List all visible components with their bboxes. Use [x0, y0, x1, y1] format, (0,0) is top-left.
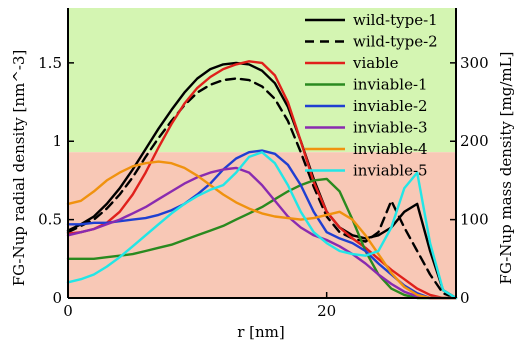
y2-tick-label: 200 — [460, 132, 489, 150]
x-tick-label: 20 — [317, 302, 336, 320]
y-tick-label: 1 — [52, 132, 62, 150]
legend-label-wild-type-1: wild-type-1 — [353, 11, 438, 29]
series-lines — [66, 60, 458, 300]
legend-label-inviable-3: inviable-3 — [353, 119, 428, 137]
series-line-wild-type-2 — [66, 77, 458, 300]
series-line-viable — [66, 60, 458, 300]
x-axis-title: r [nm] — [237, 323, 285, 341]
legend-label-inviable-2: inviable-2 — [353, 97, 428, 115]
legend-label-inviable-1: inviable-1 — [353, 76, 428, 94]
y2-tick-label: 0 — [460, 289, 470, 307]
legend-label-inviable-4: inviable-4 — [353, 140, 428, 158]
series-line-inviable-5 — [66, 150, 458, 300]
series-line-inviable-4 — [66, 160, 458, 300]
y2-tick-label: 100 — [460, 211, 489, 229]
y2-axis-title: FG-Nup mass density [mg/mL] — [497, 52, 515, 285]
y2-tick-label: 300 — [460, 54, 489, 72]
y-tick-label: 0.5 — [38, 211, 62, 229]
legend-label-wild-type-2: wild-type-2 — [353, 33, 438, 51]
series-line-inviable-3 — [66, 166, 458, 300]
ticks: 0 0.5 1 1.5 0 100 200 300 0 20 — [38, 54, 489, 320]
series-line-inviable-1 — [66, 177, 458, 300]
y-tick-label: 1.5 — [38, 54, 62, 72]
x-tick-label: 0 — [63, 302, 73, 320]
legend: wild-type-1 wild-type-2 viable inviable-1 in… — [305, 11, 438, 180]
band-0 — [68, 8, 456, 153]
legend-label-inviable-5: inviable-5 — [353, 162, 428, 180]
legend-label-viable: viable — [352, 54, 399, 72]
axes — [67, 8, 457, 299]
y-axis-title: FG-Nup radial density [nm^-3] — [10, 50, 28, 287]
y-tick-label: 0 — [52, 289, 62, 307]
